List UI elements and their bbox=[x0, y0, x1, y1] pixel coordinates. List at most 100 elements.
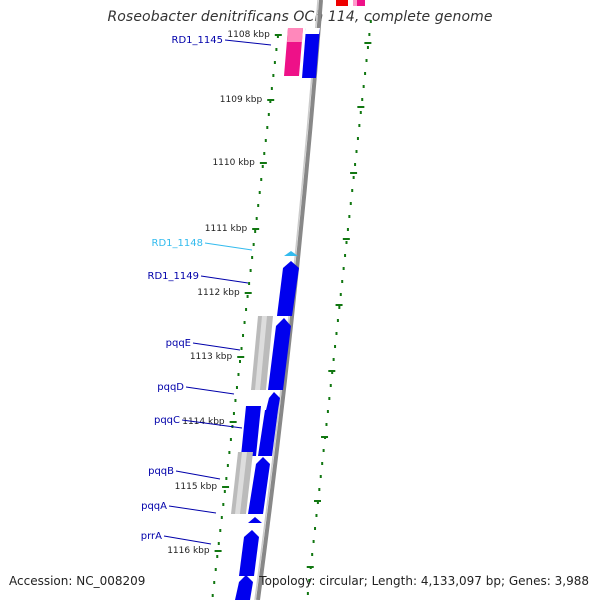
gene-pqqc-a[interactable] bbox=[241, 406, 261, 456]
gene-label[interactable]: pqqD bbox=[157, 382, 184, 393]
gene-callout-line bbox=[200, 275, 249, 284]
gene-label[interactable]: RD1_1148 bbox=[152, 238, 203, 249]
outer-scale-dot bbox=[306, 592, 309, 595]
inner-scale-dot bbox=[270, 87, 273, 90]
accession-label: Accession: bbox=[9, 574, 73, 588]
gene-pqqc-b[interactable] bbox=[258, 410, 278, 456]
outer-major-tick bbox=[342, 238, 350, 240]
gene-label[interactable]: prrA bbox=[141, 531, 162, 542]
outer-scale bbox=[306, 20, 372, 595]
inner-major-tick bbox=[259, 162, 267, 164]
outer-scale-dot bbox=[362, 85, 365, 88]
inner-scale-dot bbox=[228, 451, 231, 454]
genes-label: Genes: bbox=[508, 574, 551, 588]
inner-scale-dot bbox=[261, 165, 264, 168]
outer-scale-dot bbox=[341, 280, 344, 283]
inner-scale-dot bbox=[267, 113, 270, 116]
inner-major-tick bbox=[229, 421, 237, 423]
gene-red-top[interactable] bbox=[336, 0, 348, 6]
inner-scale-dot bbox=[232, 412, 235, 415]
gene-callout-line bbox=[175, 470, 221, 480]
inner-scale-dot bbox=[260, 178, 263, 181]
inner-scale-dot bbox=[223, 490, 226, 493]
accession-info: Accession: NC_008209 bbox=[9, 574, 145, 588]
outer-scale-dot bbox=[332, 358, 335, 361]
inner-scale-dot bbox=[226, 464, 229, 467]
outer-scale-dot bbox=[314, 527, 317, 530]
inner-scale-dot bbox=[245, 308, 248, 311]
outer-major-tick bbox=[306, 566, 314, 568]
outer-scale-dot bbox=[322, 449, 325, 452]
gene-callout-line bbox=[168, 505, 217, 514]
gene-label[interactable]: pqqC bbox=[154, 415, 180, 426]
inner-scale-dot bbox=[216, 555, 219, 558]
tick-label: 1112 kbp bbox=[197, 288, 240, 298]
inner-scale-dot bbox=[220, 516, 223, 519]
gene-label[interactable]: RD1_1149 bbox=[148, 271, 199, 282]
outer-scale-dot bbox=[335, 332, 338, 335]
gene-bottom[interactable] bbox=[235, 575, 253, 600]
outer-scale-dot bbox=[311, 553, 314, 556]
genes-value: 3,988 bbox=[554, 574, 589, 588]
gene-pqqe[interactable] bbox=[268, 318, 291, 390]
outer-scale-dot bbox=[342, 267, 345, 270]
gene-callout-line bbox=[204, 242, 253, 251]
trna-rd1-1148[interactable] bbox=[284, 251, 298, 256]
gene-label[interactable]: RD1_1145 bbox=[172, 35, 223, 46]
inner-scale-dot bbox=[225, 477, 228, 480]
inner-scale-dot bbox=[246, 295, 249, 298]
outer-scale-dot bbox=[369, 20, 372, 23]
topology-value: circular bbox=[319, 574, 364, 588]
outer-scale-dot bbox=[329, 384, 332, 387]
outer-scale-dot bbox=[339, 293, 342, 296]
gene-label[interactable]: pqqE bbox=[166, 338, 191, 349]
inner-scale-dot bbox=[213, 581, 216, 584]
inner-scale-dot bbox=[276, 35, 279, 38]
outer-scale-dot bbox=[364, 72, 367, 75]
outer-scale-dot bbox=[345, 241, 348, 244]
outer-scale-dot bbox=[315, 514, 318, 517]
outer-major-tick bbox=[350, 172, 358, 174]
topology-label: Topology: bbox=[259, 574, 316, 588]
inner-scale-dot bbox=[219, 529, 222, 532]
outer-major-tick bbox=[364, 42, 372, 44]
outer-scale-dot bbox=[349, 202, 352, 205]
gene-prra[interactable] bbox=[239, 530, 259, 576]
inner-scale-dot bbox=[229, 438, 232, 441]
tick-label: 1110 kbp bbox=[212, 158, 255, 168]
gene-pqqd[interactable] bbox=[266, 392, 280, 410]
gene-pqqb[interactable] bbox=[248, 457, 270, 514]
outer-scale-dot bbox=[316, 501, 319, 504]
outer-major-tick bbox=[335, 304, 343, 306]
genome-title: Roseobacter denitrificans OCh 114, compl… bbox=[107, 9, 493, 25]
outer-scale-dot bbox=[366, 46, 369, 49]
genome-summary: Topology: circular; Length: 4,133,097 bp… bbox=[259, 574, 589, 588]
outer-scale-dot bbox=[331, 371, 334, 374]
outer-major-tick bbox=[321, 436, 329, 438]
inner-major-tick bbox=[252, 228, 260, 230]
inner-scale-dot bbox=[243, 321, 246, 324]
inner-scale-dot bbox=[263, 152, 266, 155]
tick-label: 1108 kbp bbox=[227, 30, 270, 40]
inner-scale-dot bbox=[240, 347, 243, 350]
inner-scale-dot bbox=[234, 399, 237, 402]
inner-scale-dot bbox=[222, 503, 225, 506]
tick-label: 1113 kbp bbox=[190, 352, 233, 362]
gene-rd1-1145-blue[interactable] bbox=[302, 28, 320, 78]
outer-major-tick bbox=[328, 370, 336, 372]
outer-scale-dot bbox=[354, 163, 357, 166]
outer-scale-dot bbox=[308, 579, 311, 582]
gene-callout-line bbox=[185, 386, 235, 395]
gene-label[interactable]: pqqA bbox=[141, 501, 167, 512]
gene-rd1-1149[interactable] bbox=[277, 261, 299, 316]
outer-strand-genes bbox=[336, 0, 365, 6]
inner-scale-dot bbox=[214, 568, 217, 571]
length-value: 4,133,097 bp bbox=[420, 574, 501, 588]
inner-major-tick bbox=[267, 99, 275, 101]
outer-scale-dot bbox=[325, 423, 328, 426]
outer-scale-dot bbox=[319, 475, 322, 478]
gene-pink-top[interactable] bbox=[353, 0, 365, 6]
gene-label[interactable]: pqqB bbox=[148, 466, 174, 477]
gene-pqqa[interactable] bbox=[248, 517, 262, 523]
